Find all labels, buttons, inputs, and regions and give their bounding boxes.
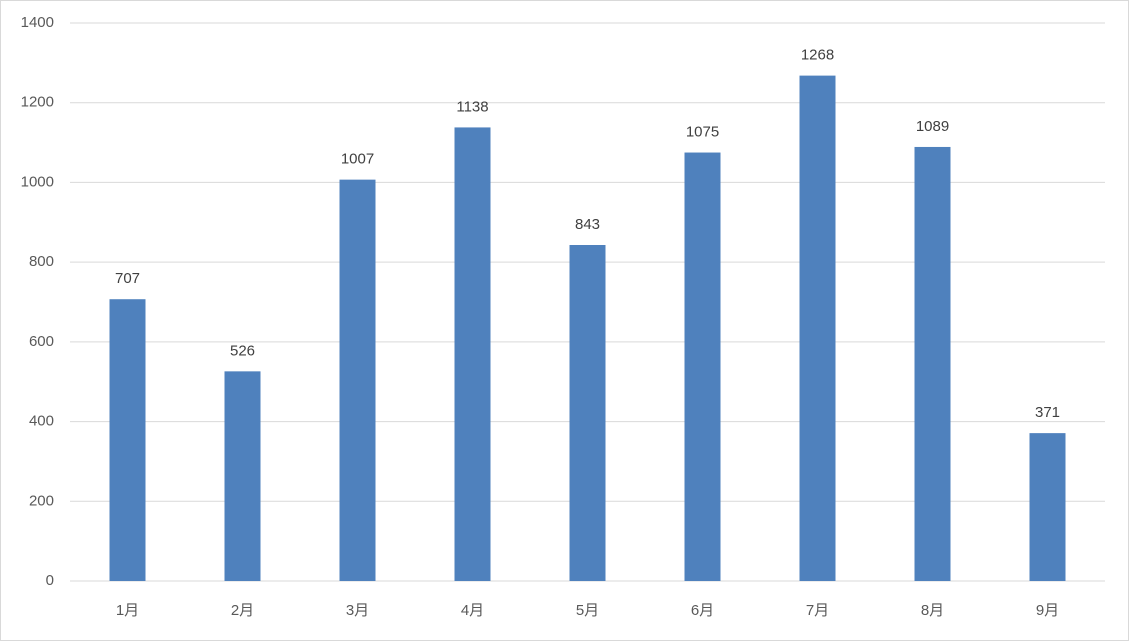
x-tick-label: 3月 xyxy=(346,602,369,619)
bar xyxy=(454,127,491,581)
bar xyxy=(339,179,376,582)
x-tick-label: 7月 xyxy=(806,602,829,619)
bar xyxy=(914,146,951,581)
x-tick-label: 4月 xyxy=(461,602,484,619)
x-tick-label: 9月 xyxy=(1036,602,1059,619)
y-tick-label: 200 xyxy=(29,492,54,509)
y-tick-label: 1400 xyxy=(21,14,54,31)
bar xyxy=(109,299,146,581)
data-label: 1075 xyxy=(686,124,719,141)
data-label: 1007 xyxy=(341,151,374,168)
data-label: 1268 xyxy=(801,47,834,64)
y-tick-label: 0 xyxy=(46,572,54,589)
y-tick-label: 400 xyxy=(29,413,54,430)
data-label: 526 xyxy=(230,342,255,359)
data-label: 1138 xyxy=(456,98,488,115)
bar xyxy=(1029,433,1066,581)
x-tick-label: 6月 xyxy=(691,602,714,619)
x-tick-label: 8月 xyxy=(921,602,944,619)
x-tick-label: 5月 xyxy=(576,602,599,619)
bar xyxy=(224,371,261,581)
data-label: 707 xyxy=(115,270,140,287)
data-label: 843 xyxy=(575,216,600,233)
x-tick-label: 1月 xyxy=(116,602,139,619)
x-tick-label: 2月 xyxy=(231,602,254,619)
bar xyxy=(684,152,721,582)
y-tick-label: 600 xyxy=(29,333,54,350)
bar xyxy=(799,75,836,582)
y-tick-label: 1000 xyxy=(21,173,54,190)
data-label: 371 xyxy=(1035,404,1060,421)
y-tick-label: 1200 xyxy=(21,94,54,111)
data-label: 1089 xyxy=(916,118,949,135)
y-tick-label: 800 xyxy=(29,253,54,270)
bar xyxy=(569,245,606,582)
